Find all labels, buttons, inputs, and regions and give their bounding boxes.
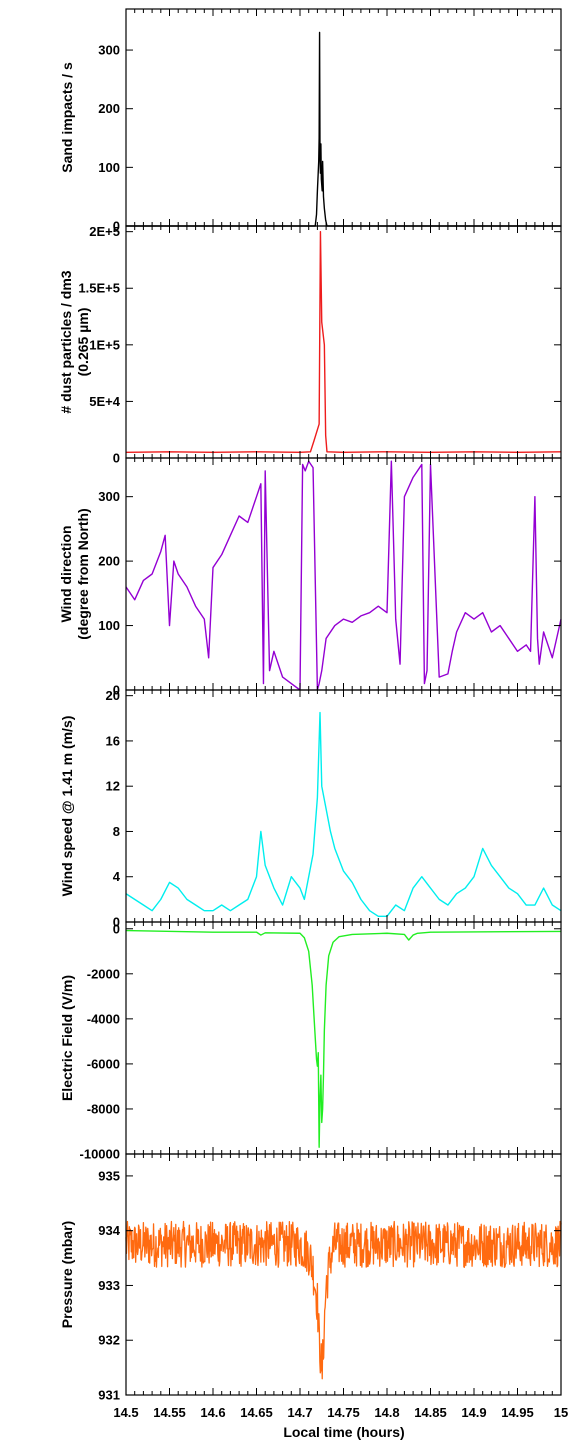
x-axis-label: Local time (hours) — [283, 1424, 404, 1440]
x-tick-label: 14.55 — [153, 1405, 186, 1420]
y-tick-label: 20 — [106, 688, 120, 703]
y-axis-label: Pressure (mbar) — [59, 1221, 75, 1328]
y-axis-label: # dust particles / dm3 — [58, 270, 74, 413]
y-tick-label: 100 — [98, 618, 120, 633]
y-tick-label: 935 — [98, 1168, 120, 1183]
y-tick-label: 934 — [98, 1223, 120, 1238]
y-tick-label: 8 — [113, 824, 120, 839]
y-tick-label: 1E+5 — [89, 337, 120, 352]
y-axis-label: Sand impacts / s — [59, 62, 75, 173]
y-axis-label: Wind speed @ 1.41 m (m/s) — [59, 716, 75, 897]
x-tick-label: 14.5 — [113, 1405, 138, 1420]
y-tick-label: -2000 — [87, 966, 120, 981]
y-axis-sublabel: (0.265 µm) — [75, 308, 91, 377]
y-tick-label: 200 — [98, 554, 120, 569]
y-tick-label: 0 — [113, 683, 120, 698]
series-line-pressure — [125, 1220, 562, 1380]
panel-wind_speed: 0 4 8 12 16 20 Wind speed @ 1.41 m (m/s) — [59, 688, 562, 930]
y-tick-label: 2E+5 — [89, 224, 120, 239]
panel-electric_field: -10000 -8000 -6000 -4000 -2000 0 Electric Fiel… — [59, 921, 562, 1162]
series-line-wind_speed — [125, 711, 562, 918]
series-line-wind_direction — [125, 460, 562, 691]
x-tick-label: 14.75 — [327, 1405, 360, 1420]
y-tick-label: 931 — [98, 1388, 120, 1403]
x-axis: 14.5 14.55 14.6 14.65 14.7 14.75 14.8 14.85 14.9… — [113, 1405, 568, 1420]
series-line-electric_field — [125, 929, 562, 1148]
y-tick-label: 0 — [113, 921, 120, 936]
y-tick-label: -6000 — [87, 1056, 120, 1071]
series-line-dust — [125, 230, 562, 454]
y-tick-label: 16 — [106, 733, 120, 748]
y-tick-label: 5E+4 — [89, 394, 120, 409]
y-tick-label: 4 — [113, 869, 121, 884]
y-tick-label: -4000 — [87, 1011, 120, 1026]
x-tick-label: 14.6 — [200, 1405, 225, 1420]
x-tick-label: 15 — [554, 1405, 568, 1420]
x-tick-label: 14.8 — [374, 1405, 399, 1420]
y-tick-label: 200 — [98, 101, 120, 116]
panel-pressure: 931 932 933 934 935 Pressure (mbar) — [59, 1153, 562, 1403]
y-axis-label: Electric Field (V/m) — [59, 975, 75, 1101]
y-tick-label: 932 — [98, 1333, 120, 1348]
y-tick-label: -8000 — [87, 1101, 120, 1116]
y-tick-label: 933 — [98, 1278, 120, 1293]
y-tick-label: 300 — [98, 489, 120, 504]
panel-dust: 0 5E+4 1E+5 1.5E+5 2E+5 # dust particles / dm… — [58, 224, 562, 466]
y-axis-label: Wind direction — [58, 525, 74, 622]
y-tick-label: 0 — [113, 451, 120, 466]
y-tick-label: 100 — [98, 160, 120, 175]
y-tick-label: -10000 — [80, 1147, 120, 1162]
x-tick-label: 14.85 — [414, 1405, 447, 1420]
x-tick-label: 14.95 — [501, 1405, 534, 1420]
x-tick-label: 14.65 — [240, 1405, 273, 1420]
y-tick-label: 300 — [98, 43, 120, 58]
panel-wind_direction: 0 100 200 300 Wind direction (degree from Nor… — [58, 457, 562, 698]
y-tick-label: 12 — [106, 779, 120, 794]
y-tick-label: 1.5E+5 — [78, 281, 120, 296]
series-line-sand — [126, 31, 561, 227]
x-tick-label: 14.7 — [287, 1405, 312, 1420]
y-tick-label: 0 — [113, 219, 120, 234]
y-axis-sublabel: (degree from North) — [75, 508, 91, 639]
x-tick-label: 14.9 — [461, 1405, 486, 1420]
y-tick-label: 0 — [113, 915, 120, 930]
